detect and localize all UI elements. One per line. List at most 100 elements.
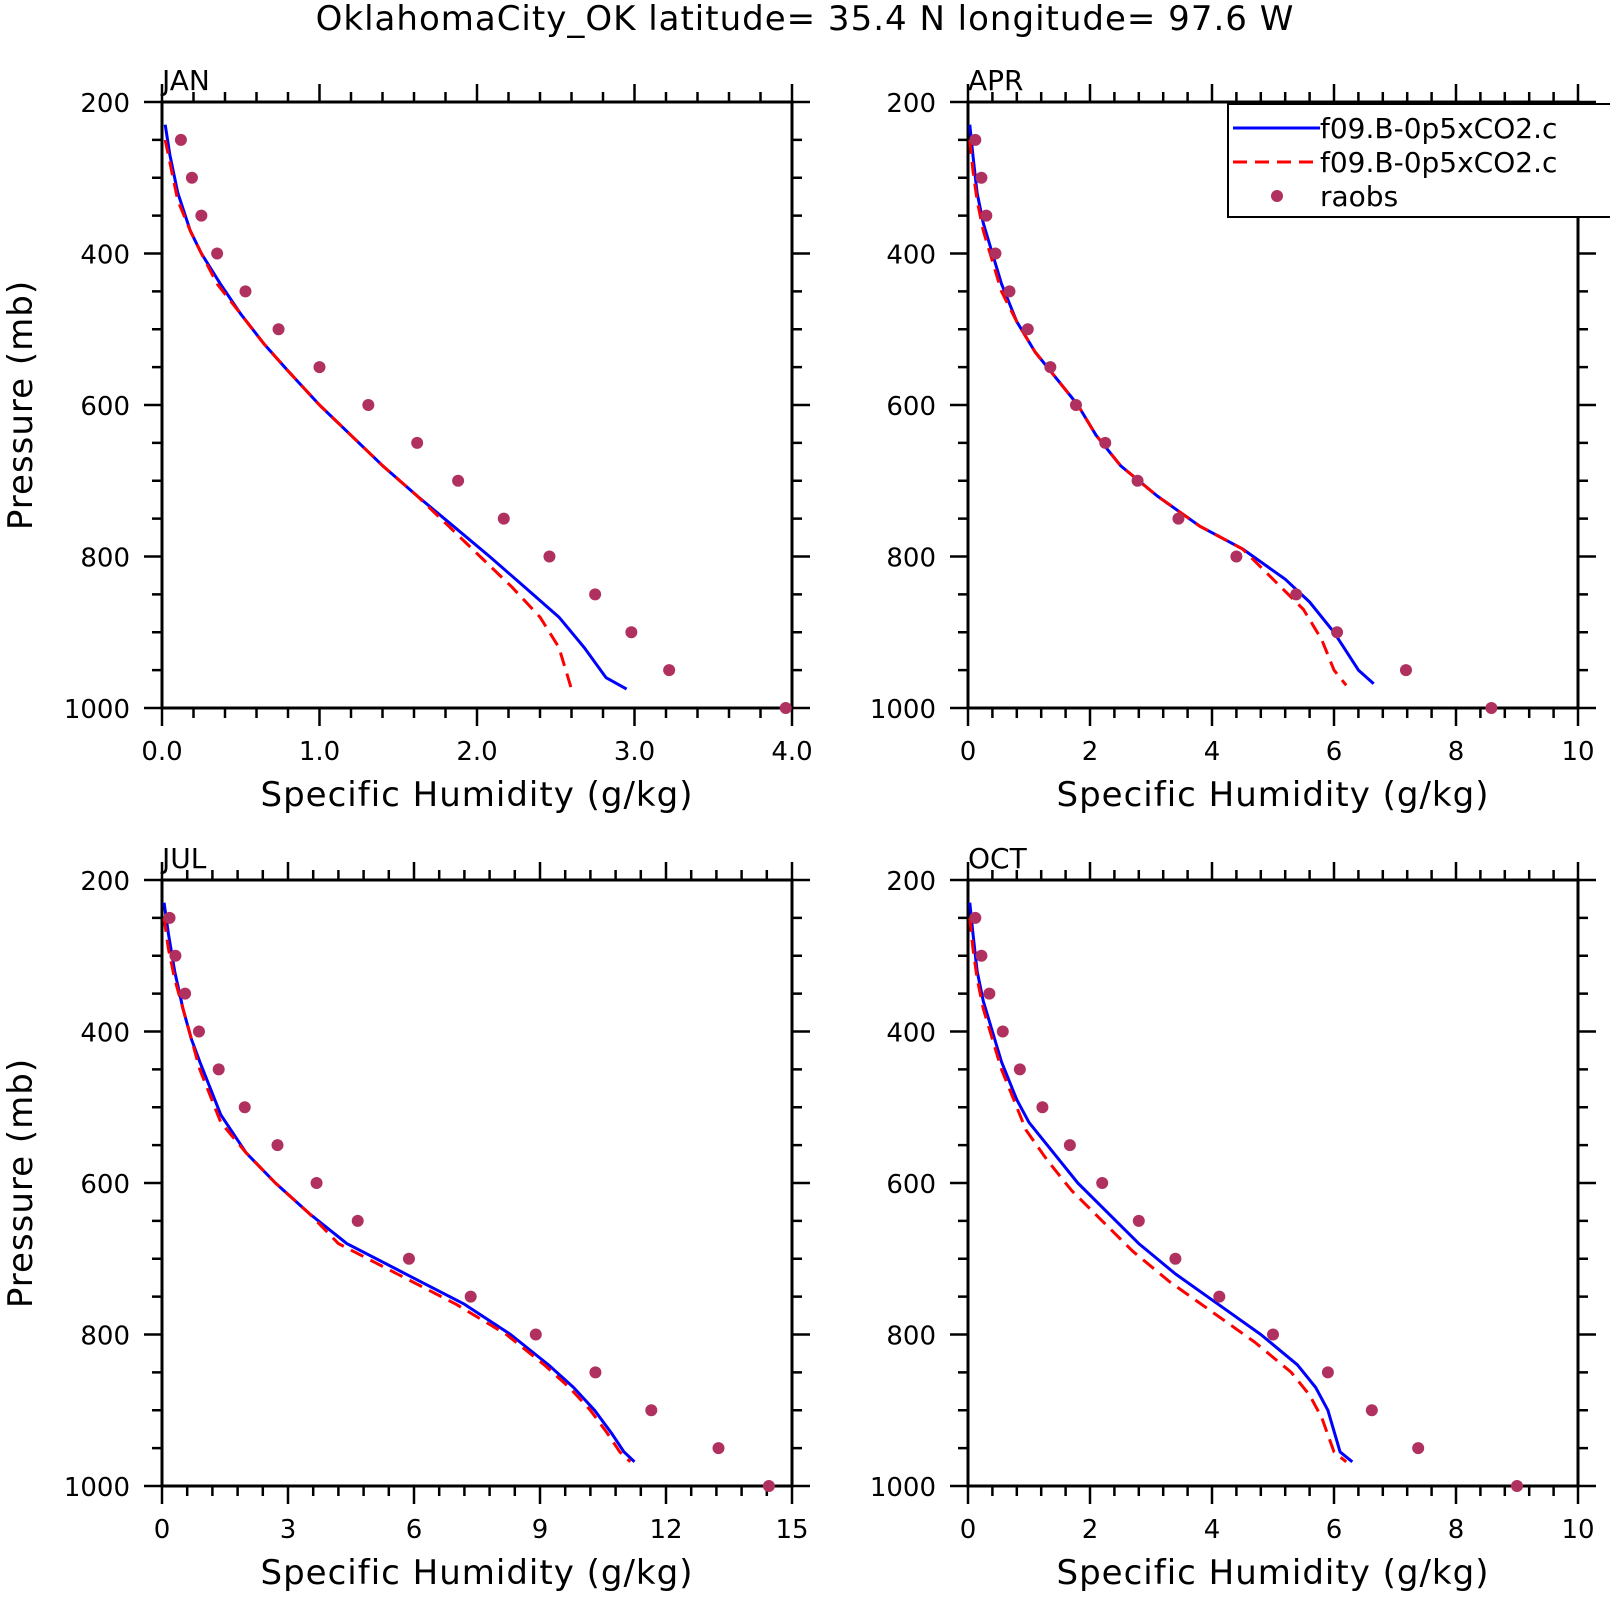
obs-point <box>1230 550 1243 563</box>
y-tick-label: 1000 <box>64 1473 130 1503</box>
x-tick-label: 0 <box>154 1515 171 1545</box>
obs-point <box>543 550 556 563</box>
x-tick-label: 0.0 <box>141 737 182 767</box>
x-axis-title: Specific Humidity (g/kg) <box>261 775 694 815</box>
figure-title: OklahomaCity_OK latitude= 35.4 N longitu… <box>316 0 1295 39</box>
obs-point <box>464 1290 477 1303</box>
obs-point <box>185 171 198 184</box>
solid-series-line <box>162 902 636 1463</box>
y-tick-label: 1000 <box>870 1473 936 1503</box>
obs-point <box>589 1366 602 1379</box>
y-tick-label: 1000 <box>870 695 936 725</box>
panel-label: JAN <box>160 64 210 97</box>
obs-point <box>1321 1366 1334 1379</box>
obs-point <box>211 247 224 260</box>
x-tick-label: 6 <box>1326 737 1343 767</box>
x-tick-label: 6 <box>1326 1515 1343 1545</box>
obs-point <box>625 626 638 639</box>
legend-label-1: f09.B-0p5xCO2.c <box>1320 112 1557 145</box>
obs-point <box>169 949 182 962</box>
obs-point <box>983 987 996 1000</box>
obs-point <box>238 1101 251 1114</box>
obs-point <box>1044 361 1057 374</box>
solid-series-line <box>163 124 628 691</box>
panel-label: APR <box>968 64 1024 97</box>
x-tick-label: 0 <box>960 737 977 767</box>
y-tick-label: 400 <box>80 241 130 271</box>
obs-point <box>1132 1214 1145 1227</box>
solid-series-line <box>968 902 1354 1463</box>
obs-point <box>1399 664 1412 677</box>
obs-point <box>362 399 375 411</box>
dashed-series-line <box>162 917 632 1463</box>
obs-point <box>779 702 792 714</box>
obs-point <box>351 1214 364 1227</box>
x-tick-label: 9 <box>532 1515 549 1545</box>
obs-point <box>969 133 982 146</box>
obs-point <box>1511 1480 1523 1492</box>
obs-point <box>239 285 252 298</box>
plot-frame <box>160 878 794 1488</box>
x-tick-label: 0 <box>960 1515 977 1545</box>
obs-point <box>1412 1442 1425 1455</box>
y-axis-title: Pressure (mb) <box>1 1058 41 1308</box>
y-tick-label: 800 <box>886 544 936 574</box>
y-tick-label: 400 <box>80 1019 130 1049</box>
obs-point <box>1021 323 1034 336</box>
y-tick-label: 600 <box>80 1170 130 1200</box>
obs-point <box>1172 512 1185 525</box>
dashed-series-line <box>968 139 1348 687</box>
obs-point <box>989 247 1002 260</box>
obs-point <box>975 949 988 962</box>
obs-point <box>195 209 208 222</box>
x-tick-label: 8 <box>1448 1515 1465 1545</box>
obs-point <box>271 1139 284 1152</box>
obs-point <box>212 1063 225 1076</box>
y-tick-label: 800 <box>80 544 130 574</box>
y-tick-label: 400 <box>886 1019 936 1049</box>
obs-point <box>1013 1063 1026 1076</box>
legend-label-2: f09.B-0p5xCO2.c <box>1320 146 1557 179</box>
obs-point <box>402 1252 415 1265</box>
obs-point <box>1036 1101 1049 1114</box>
obs-point <box>663 664 676 677</box>
obs-point <box>529 1328 542 1341</box>
y-tick-label: 800 <box>886 1322 936 1352</box>
y-tick-label: 200 <box>80 867 130 897</box>
obs-point <box>1331 626 1344 639</box>
y-tick-label: 800 <box>80 1322 130 1352</box>
obs-point <box>712 1442 725 1455</box>
legend-swatch-3 <box>1271 190 1283 202</box>
obs-point <box>1131 474 1144 487</box>
y-tick-label: 600 <box>886 392 936 422</box>
dashed-series-line <box>968 917 1348 1463</box>
obs-point <box>1267 1328 1279 1341</box>
obs-point <box>975 171 988 184</box>
x-tick-label: 1.0 <box>299 737 340 767</box>
obs-point <box>1003 285 1016 298</box>
plot-frame <box>160 100 794 710</box>
panel-oct: OCT 200 400 600 800 1000 0 2 4 6 8 10 Specific Humid… <box>870 842 1596 1593</box>
obs-point <box>174 133 187 146</box>
x-axis-title: Specific Humidity (g/kg) <box>261 1553 694 1593</box>
panel-label: OCT <box>968 842 1028 875</box>
obs-point <box>589 588 602 601</box>
obs-point <box>1069 399 1082 411</box>
obs-point <box>1365 1404 1378 1417</box>
x-tick-label: 4 <box>1204 1515 1221 1545</box>
obs-point <box>313 361 326 374</box>
obs-point <box>1099 436 1112 449</box>
dashed-series-line <box>163 139 573 690</box>
x-tick-label: 2 <box>1082 1515 1099 1545</box>
x-tick-label: 8 <box>1448 737 1465 767</box>
obs-point <box>179 987 192 1000</box>
x-axis-title: Specific Humidity (g/kg) <box>1057 775 1490 815</box>
x-tick-label: 3.0 <box>614 737 655 767</box>
obs-point <box>1485 702 1498 714</box>
y-tick-label: 600 <box>80 392 130 422</box>
x-tick-label: 15 <box>775 1515 808 1545</box>
obs-point <box>192 1025 205 1038</box>
obs-point <box>969 911 982 924</box>
obs-point <box>1169 1252 1182 1265</box>
